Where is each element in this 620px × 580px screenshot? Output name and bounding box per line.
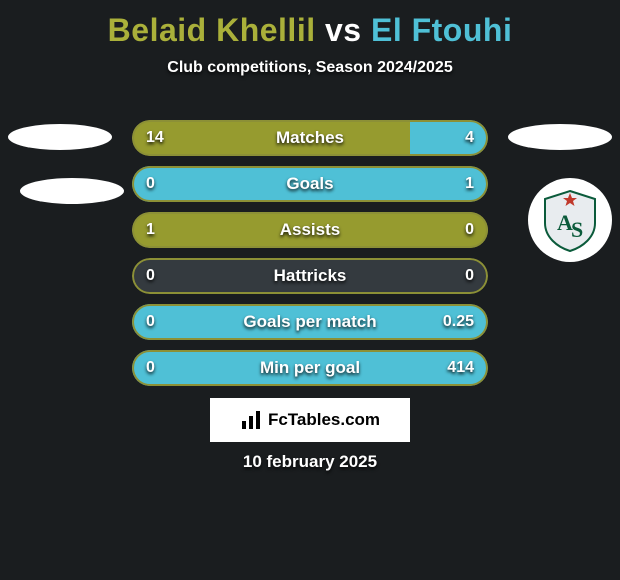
bar-fill-player1: [132, 120, 410, 156]
title-player2: El Ftouhi: [371, 12, 512, 48]
bar-row: 00Hattricks: [132, 258, 488, 294]
comparison-bars: 144Matches 01Goals 10Assists 00Hattricks 00.…: [132, 120, 488, 396]
bar-fill-player2: [132, 350, 488, 386]
bar-row: 10Assists: [132, 212, 488, 248]
bar-fill-player2: [410, 120, 488, 156]
bar-row: 0414Min per goal: [132, 350, 488, 386]
brand-text: FcTables.com: [268, 410, 380, 430]
bar-row: 144Matches: [132, 120, 488, 156]
bar-track: [132, 258, 488, 294]
brand-chart-icon: [240, 409, 262, 431]
bar-fill-player1: [132, 212, 488, 248]
title-vs: vs: [325, 12, 362, 48]
bar-fill-player2: [132, 304, 488, 340]
club-badge-icon: A S: [535, 185, 605, 255]
bar-row: 00.25Goals per match: [132, 304, 488, 340]
bar-row: 01Goals: [132, 166, 488, 202]
page-title: Belaid Khellil vs El Ftouhi: [0, 0, 620, 49]
brand-box: FcTables.com: [210, 398, 410, 442]
date-text: 10 february 2025: [0, 452, 620, 472]
avatar-placeholder-right: [508, 124, 612, 150]
title-player1: Belaid Khellil: [108, 12, 316, 48]
bar-fill-player2: [132, 166, 488, 202]
subtitle: Club competitions, Season 2024/2025: [0, 59, 620, 77]
badge-letter-s: S: [571, 217, 583, 242]
avatar-placeholder-left-1: [8, 124, 112, 150]
player2-badge: A S: [528, 178, 612, 262]
avatar-placeholder-left-2: [20, 178, 124, 204]
